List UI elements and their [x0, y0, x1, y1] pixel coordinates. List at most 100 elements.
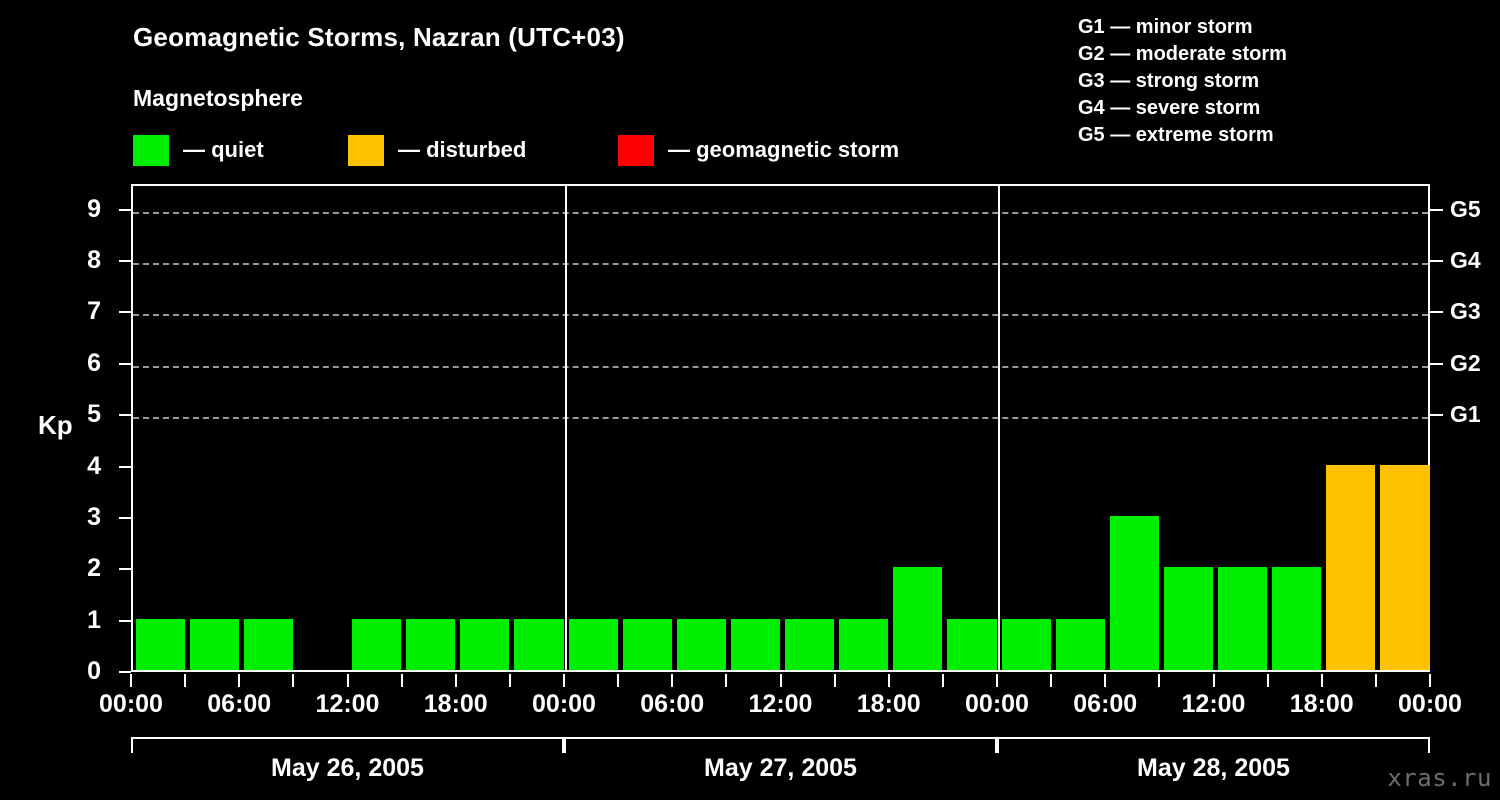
y-tick-mark-7 [119, 311, 131, 314]
g-tick-label-G2: G2 [1450, 349, 1481, 376]
watermark: xras.ru [1387, 764, 1492, 792]
g-tick-label-G3: G3 [1450, 298, 1481, 325]
kp-bar [460, 618, 510, 670]
x-tick-label: 06:00 [640, 690, 705, 718]
x-tick-mark [563, 674, 565, 687]
x-tick-label: 12:00 [1181, 690, 1246, 718]
g-scale-legend: G1 — minor storm G2 — moderate storm G3 — … [1078, 14, 1287, 149]
g-tick-mark-G3 [1430, 311, 1443, 314]
y-axis-label: Kp [38, 410, 73, 440]
kp-bar [676, 618, 726, 670]
g-tick-label-G4: G4 [1450, 247, 1481, 274]
kp-bar [1055, 618, 1105, 670]
g-tick-mark-G4 [1430, 260, 1443, 263]
kp-bar [622, 618, 672, 670]
kp-bar [514, 618, 564, 670]
x-tick-mark [238, 674, 241, 687]
y-tick-label-4: 4 [87, 451, 101, 480]
g-legend-row-1: G1 — minor storm [1078, 16, 1253, 38]
quiet-swatch [133, 134, 169, 166]
kp-bar [1163, 567, 1213, 670]
x-tick-label: 00:00 [99, 690, 163, 718]
legend-label-1: — disturbed [398, 137, 527, 162]
kp-bar [189, 618, 239, 670]
date-label: May 27, 2005 [704, 754, 857, 782]
x-tick-label: 06:00 [207, 690, 272, 718]
y-tick-label-8: 8 [87, 246, 101, 275]
g-legend-row-5: G5 — extreme storm [1078, 124, 1274, 146]
x-tick-label: 00:00 [1398, 690, 1462, 718]
day-divider [565, 186, 567, 670]
x-tick-mark [1429, 674, 1431, 687]
x-tick-label: 12:00 [315, 690, 380, 718]
kp-bar [893, 567, 943, 670]
x-tick-label: 18:00 [1289, 690, 1354, 718]
g-legend-row-2: G2 — moderate storm [1078, 43, 1287, 65]
kp-bar [135, 618, 185, 670]
kp-bar [1326, 464, 1376, 670]
kp-bar [352, 618, 402, 670]
kp-bar [947, 618, 997, 670]
x-tick-label: 00:00 [532, 690, 596, 718]
x-tick-mark [941, 674, 944, 687]
x-tick-mark [130, 674, 132, 687]
x-tick-label: 00:00 [965, 690, 1029, 718]
gridline-kp-9 [133, 211, 1428, 214]
kp-bar [1001, 618, 1051, 670]
y-tick-label-7: 7 [87, 297, 101, 326]
date-bracket [564, 737, 997, 753]
day-divider [998, 186, 1000, 670]
legend-entry-0: — quiet [133, 133, 264, 167]
legend-entry-1: — disturbed [348, 133, 526, 167]
y-tick-mark-5 [119, 414, 131, 417]
x-tick-mark [1374, 674, 1377, 687]
date-bracket [131, 737, 564, 753]
x-tick-mark [887, 674, 890, 687]
x-tick-mark [996, 674, 998, 687]
kp-bar [785, 618, 835, 670]
y-tick-label-0: 0 [87, 657, 101, 685]
y-tick-label-5: 5 [87, 400, 101, 429]
y-tick-label-3: 3 [87, 502, 101, 531]
x-tick-mark [292, 674, 295, 687]
kp-bar [568, 618, 618, 670]
gridline-kp-5 [133, 417, 1428, 420]
x-tick-mark [1266, 674, 1269, 687]
legend-label-0: — quiet [183, 137, 264, 162]
x-tick-mark [1320, 674, 1323, 687]
gridline-kp-6 [133, 365, 1428, 368]
x-tick-mark [725, 674, 728, 687]
gridline-kp-7 [133, 314, 1428, 317]
x-tick-mark [1212, 674, 1215, 687]
y-tick-label-6: 6 [87, 348, 101, 377]
kp-bar [839, 618, 889, 670]
x-tick-mark [779, 674, 782, 687]
y-tick-label-1: 1 [87, 605, 101, 634]
x-tick-label: 12:00 [748, 690, 813, 718]
kp-bar [1380, 464, 1430, 670]
x-tick-mark [671, 674, 674, 687]
g-tick-label-G1: G1 [1450, 401, 1481, 428]
legend-entry-2: — geomagnetic storm [618, 133, 899, 167]
magnetosphere-label: Magnetosphere [133, 85, 303, 111]
g-tick-mark-G1 [1430, 414, 1443, 417]
x-tick-mark [346, 674, 349, 687]
x-tick-mark [400, 674, 403, 687]
x-tick-label: 18:00 [856, 690, 921, 718]
x-tick-mark [1050, 674, 1053, 687]
kp-bar [1218, 567, 1268, 670]
kp-bar [1272, 567, 1322, 670]
x-tick-label: 18:00 [423, 690, 488, 718]
kp-bar [730, 618, 780, 670]
y-tick-mark-8 [119, 260, 131, 263]
legend-label-2: — geomagnetic storm [668, 137, 900, 162]
date-label: May 26, 2005 [271, 754, 424, 782]
x-tick-label: 06:00 [1073, 690, 1138, 718]
y-tick-label-2: 2 [87, 554, 101, 583]
disturbed-swatch [348, 134, 384, 166]
y-tick-mark-4 [119, 465, 131, 468]
kp-bar [406, 618, 456, 670]
plot-area [131, 184, 1430, 672]
x-tick-mark [454, 674, 457, 687]
y-tick-mark-1 [119, 619, 131, 622]
